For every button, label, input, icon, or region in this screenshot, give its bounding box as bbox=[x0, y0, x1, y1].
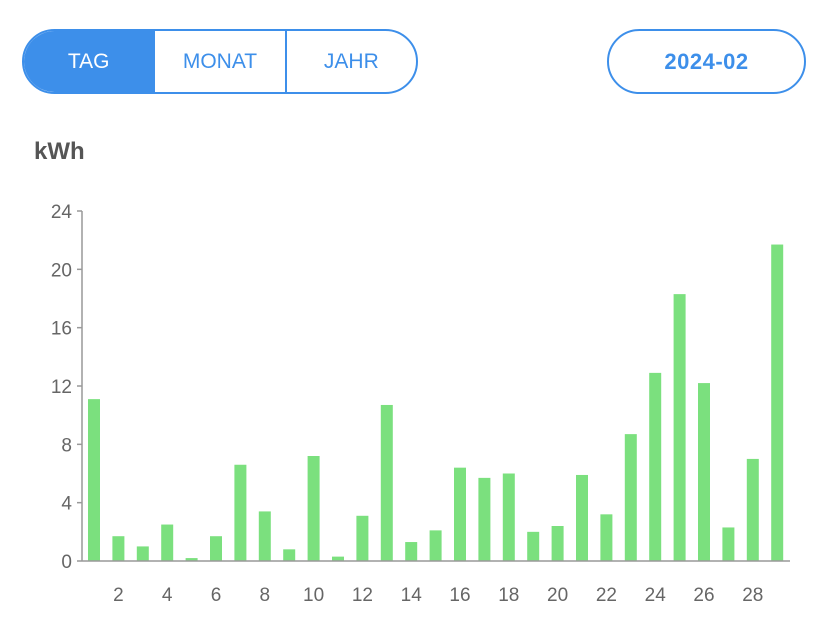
x-tick-label: 10 bbox=[303, 585, 324, 606]
bar bbox=[502, 473, 515, 561]
bar bbox=[234, 464, 247, 561]
bar bbox=[136, 546, 149, 561]
x-tick-label: 2 bbox=[113, 585, 124, 606]
bar bbox=[210, 536, 222, 561]
bar bbox=[185, 558, 198, 561]
tab-year[interactable]: JAHR bbox=[284, 31, 416, 92]
x-tick-label: 26 bbox=[693, 585, 714, 606]
bar bbox=[161, 524, 174, 561]
bar bbox=[478, 477, 491, 561]
bar bbox=[429, 530, 442, 561]
y-tick-label: 12 bbox=[51, 377, 72, 398]
x-tick-label: 18 bbox=[498, 585, 519, 606]
y-tick-label: 20 bbox=[51, 260, 72, 281]
bar bbox=[624, 434, 637, 561]
bar bbox=[405, 542, 418, 561]
y-tick-label: 4 bbox=[61, 494, 72, 515]
x-tick-label: 20 bbox=[547, 585, 568, 606]
x-tick-label: 24 bbox=[645, 585, 667, 606]
bar bbox=[649, 372, 662, 561]
tab-day[interactable]: TAG bbox=[24, 31, 154, 92]
date-selector-button[interactable]: 2024-02 bbox=[607, 29, 806, 94]
y-axis-unit-label: kWh bbox=[34, 138, 85, 165]
bar bbox=[698, 383, 710, 561]
bar bbox=[332, 556, 344, 561]
bar bbox=[356, 515, 369, 561]
x-tick-label: 14 bbox=[401, 585, 423, 606]
y-tick-label: 16 bbox=[51, 319, 72, 340]
y-tick-label: 0 bbox=[61, 552, 72, 573]
y-tick-label: 24 bbox=[51, 202, 73, 223]
bar bbox=[551, 526, 564, 561]
bar bbox=[112, 536, 125, 561]
bar bbox=[258, 511, 271, 561]
bar bbox=[380, 404, 393, 561]
x-tick-label: 28 bbox=[742, 585, 763, 606]
x-tick-label: 22 bbox=[596, 585, 617, 606]
bar bbox=[673, 294, 686, 561]
x-tick-label: 12 bbox=[352, 585, 373, 606]
bar bbox=[576, 474, 588, 561]
bar bbox=[283, 549, 296, 561]
x-tick-label: 4 bbox=[162, 585, 173, 606]
bar bbox=[307, 456, 320, 561]
bar bbox=[600, 514, 613, 561]
bar bbox=[771, 244, 784, 561]
bar bbox=[722, 527, 735, 561]
bar bbox=[88, 399, 100, 561]
tab-month[interactable]: MONAT bbox=[153, 31, 284, 92]
x-tick-label: 8 bbox=[260, 585, 271, 606]
x-tick-label: 16 bbox=[449, 585, 470, 606]
bar bbox=[527, 531, 540, 561]
period-segmented-control: TAG MONAT JAHR bbox=[22, 29, 418, 94]
bar bbox=[746, 458, 759, 561]
bar bbox=[454, 467, 466, 561]
y-tick-label: 8 bbox=[61, 435, 72, 456]
x-tick-label: 6 bbox=[211, 585, 222, 606]
